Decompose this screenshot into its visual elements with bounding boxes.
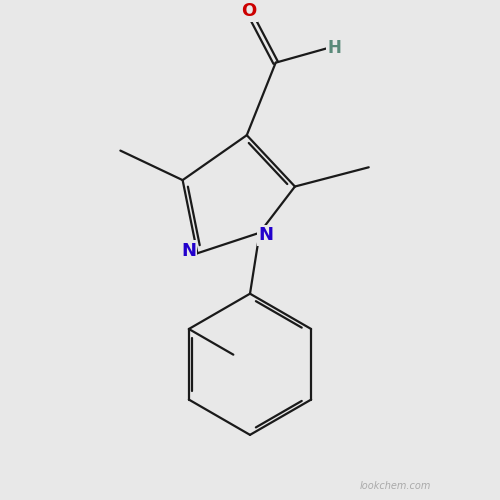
Text: H: H	[328, 39, 342, 57]
Text: O: O	[241, 2, 256, 21]
Text: N: N	[181, 242, 196, 260]
Text: lookchem.com: lookchem.com	[360, 481, 431, 491]
Text: N: N	[258, 226, 274, 244]
